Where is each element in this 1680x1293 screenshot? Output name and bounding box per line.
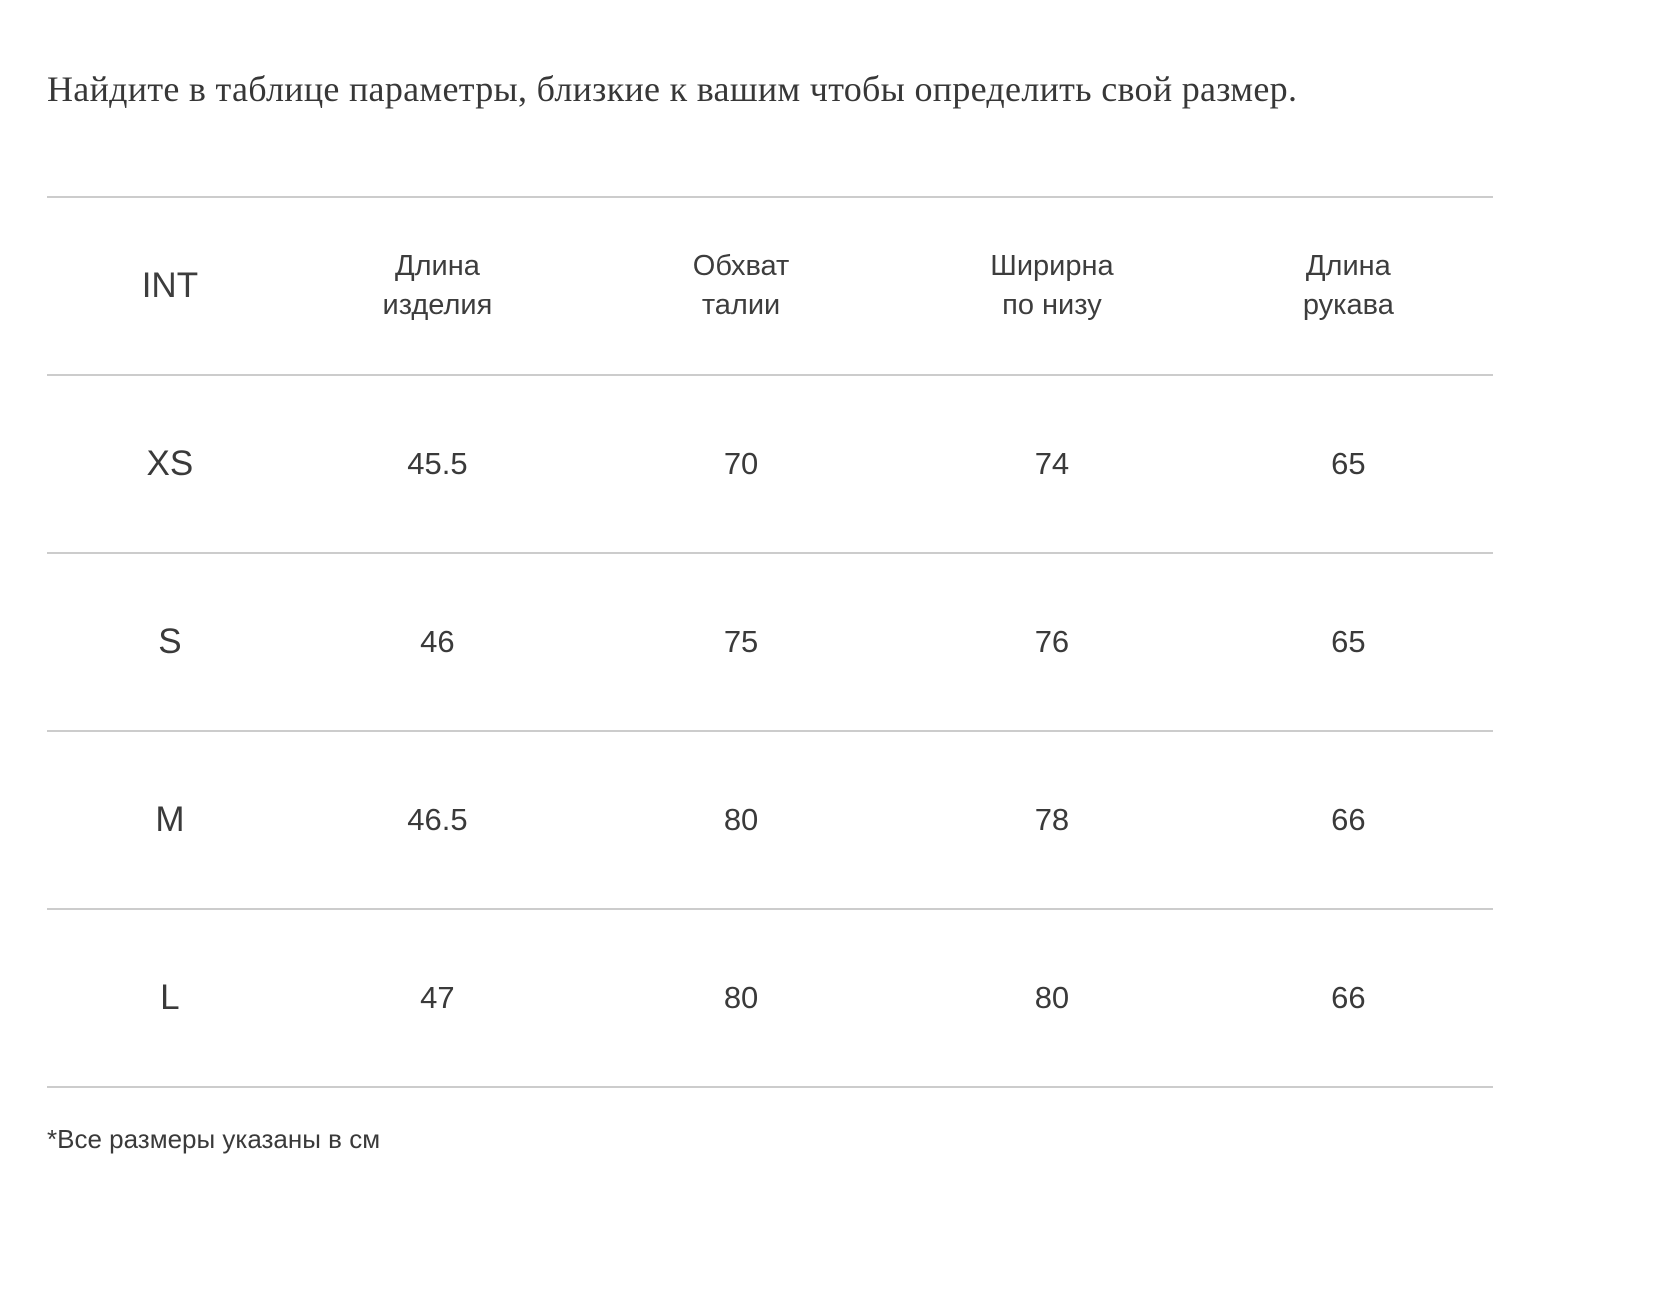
value-cell: 46.5: [407, 802, 468, 837]
value-cell: 74: [1034, 446, 1070, 481]
size-table: INT Длина изделия Обхват талии Ширирна п…: [47, 196, 1493, 1088]
value-cell: 46: [420, 624, 455, 659]
value-cell: 65: [1331, 446, 1366, 481]
table-row: S 46 75 76 65: [47, 554, 1493, 732]
page-title: Найдите в таблице параметры, близкие к в…: [47, 69, 1298, 109]
table-row: M 46.5 80 78 66: [47, 732, 1493, 910]
value-cell: 75: [723, 624, 759, 659]
size-cell: M: [155, 800, 185, 839]
value-cell: 80: [723, 802, 759, 837]
value-cell: 78: [1034, 802, 1070, 837]
table-row: XS 45.5 70 74 65: [47, 376, 1493, 554]
column-header-waist: Обхват талии: [692, 249, 790, 321]
column-header-sleeve: Длина рукава: [1302, 249, 1394, 321]
value-cell: 47: [420, 980, 455, 1015]
size-cell: L: [160, 978, 180, 1017]
value-cell: 65: [1331, 624, 1366, 659]
size-cell: XS: [146, 444, 194, 483]
column-header-length: Длина изделия: [382, 249, 493, 321]
value-cell: 66: [1331, 802, 1366, 837]
value-cell: 66: [1331, 980, 1366, 1015]
column-header-int: INT: [141, 266, 199, 306]
value-cell: 70: [723, 446, 759, 481]
table-row: L 47 80 80 66: [47, 910, 1493, 1088]
value-cell: 80: [1034, 980, 1070, 1015]
table-header-row: INT Длина изделия Обхват талии Ширирна п…: [47, 198, 1493, 376]
column-header-bottom-width: Ширирна по низу: [990, 249, 1114, 321]
size-note: *Все размеры указаны в см: [47, 1124, 381, 1154]
value-cell: 76: [1034, 624, 1070, 659]
value-cell: 45.5: [407, 446, 468, 481]
value-cell: 80: [723, 980, 759, 1015]
size-cell: S: [158, 622, 182, 661]
